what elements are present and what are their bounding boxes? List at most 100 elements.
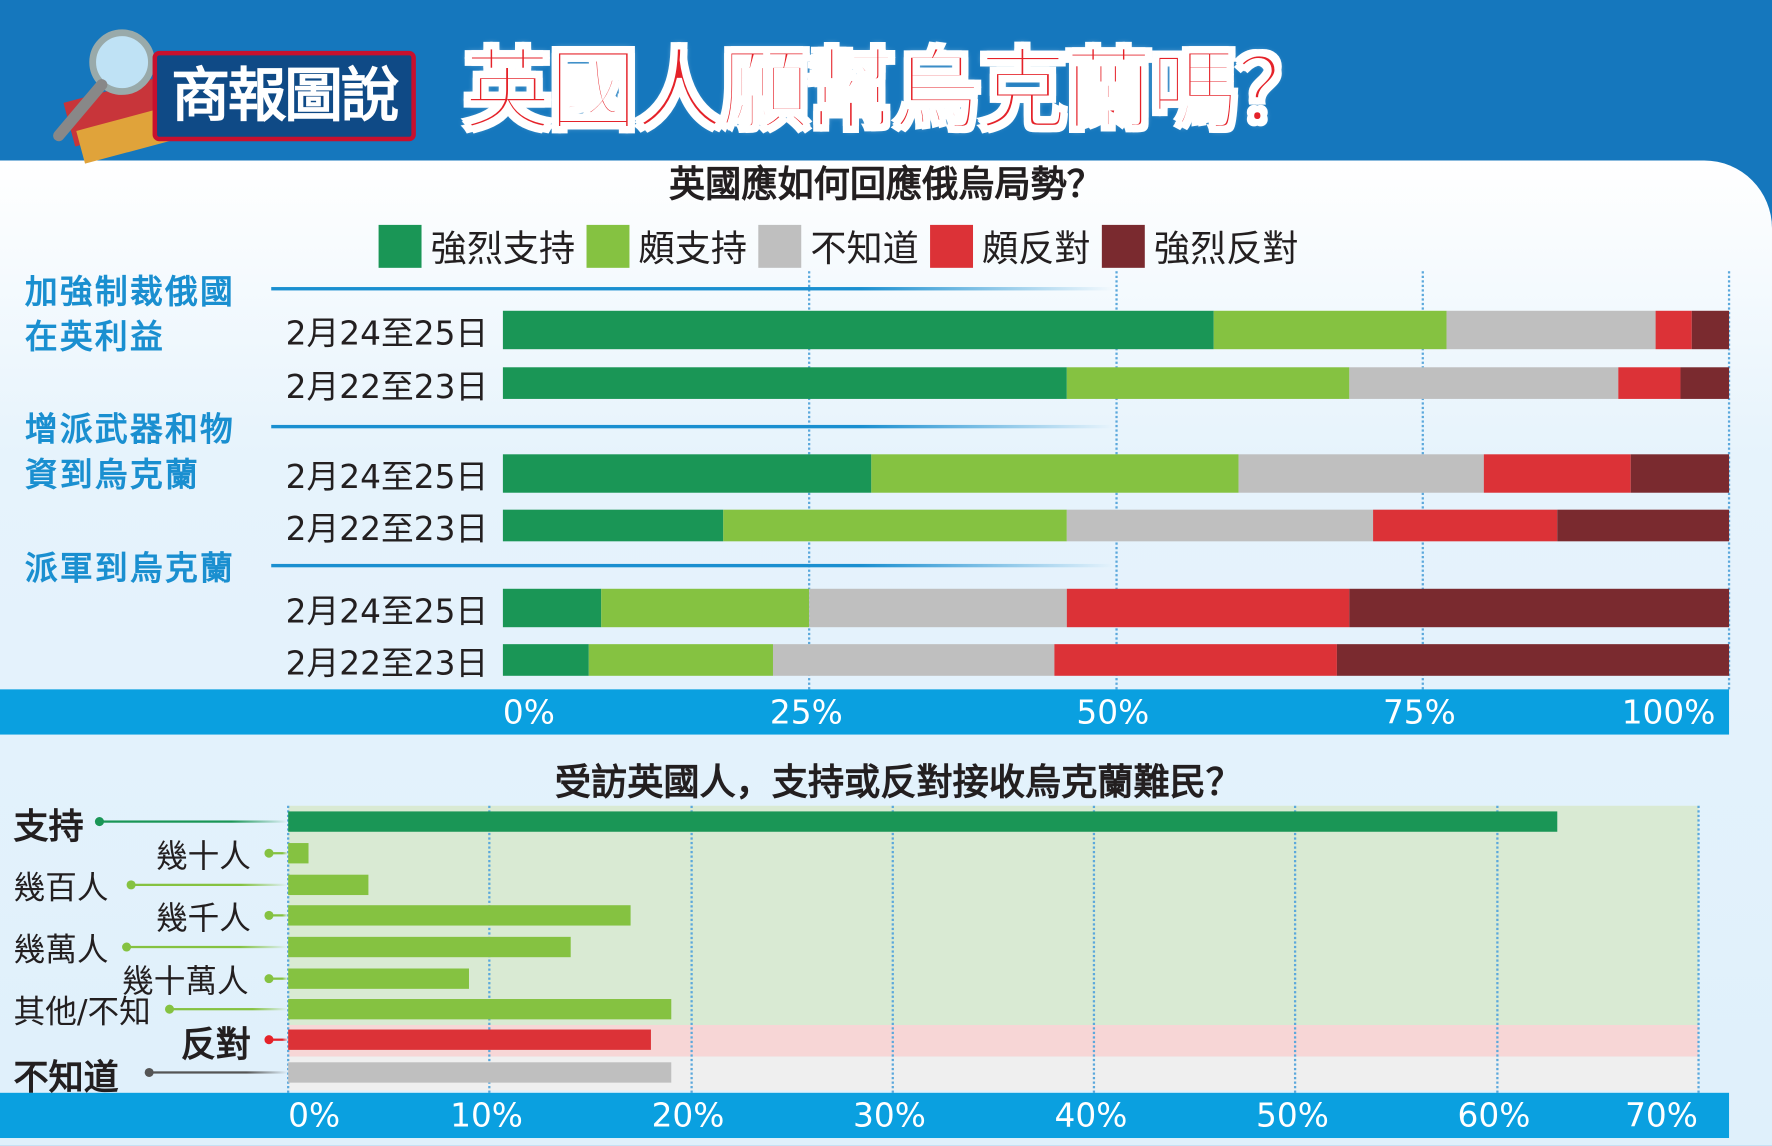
group-label: 派軍到烏克蘭 bbox=[24, 549, 236, 588]
axis-tick-label: 10% bbox=[450, 1096, 523, 1135]
category-label: 不知道 bbox=[13, 1057, 119, 1099]
row-label: 2月24至25日 bbox=[285, 457, 489, 497]
row-label: 2月22至23日 bbox=[285, 509, 489, 549]
bar-segment-強烈支持 bbox=[502, 310, 1215, 350]
bar-segment-不知道 bbox=[1238, 454, 1484, 493]
axis-tick-label: 25% bbox=[769, 692, 843, 732]
bar-segment-強烈支持 bbox=[502, 588, 601, 628]
legend-label: 頗反對 bbox=[982, 227, 1091, 271]
bar-segment-不知道 bbox=[1447, 310, 1656, 350]
axis-tick-label: 0% bbox=[288, 1096, 341, 1135]
bar-segment-強烈反對 bbox=[1679, 367, 1730, 399]
bar-segment-強烈支持 bbox=[502, 509, 724, 542]
bar-segment-不知道 bbox=[1348, 367, 1619, 399]
axis-tick-label: 40% bbox=[1054, 1096, 1128, 1135]
group-divider bbox=[271, 563, 1114, 568]
row-label: 2月24至25日 bbox=[285, 592, 489, 631]
stacked-bar bbox=[502, 509, 1730, 542]
axis-tick-label: 70% bbox=[1625, 1096, 1698, 1135]
bar-segment-頗反對 bbox=[1618, 367, 1680, 399]
axis-tick-label: 75% bbox=[1382, 692, 1456, 732]
gridline bbox=[1697, 805, 1700, 1093]
legend-label: 強烈支持 bbox=[430, 227, 576, 271]
bar bbox=[288, 968, 470, 989]
category-label: 幾十人 bbox=[155, 837, 251, 875]
axis-tick-label: 50% bbox=[1256, 1096, 1329, 1135]
bar bbox=[288, 936, 571, 958]
bar-segment-不知道 bbox=[809, 588, 1067, 628]
axis-tick-label: 20% bbox=[651, 1096, 725, 1135]
gridline bbox=[1294, 805, 1297, 1093]
bar-segment-頗支持 bbox=[1214, 310, 1448, 350]
legend-swatch bbox=[1101, 224, 1145, 268]
connector-dot bbox=[264, 848, 274, 858]
bar-segment-強烈反對 bbox=[1630, 454, 1730, 493]
bar-segment-頗支持 bbox=[723, 509, 1067, 542]
connector-line bbox=[268, 852, 289, 855]
bar bbox=[288, 874, 369, 896]
stacked-bar bbox=[502, 644, 1730, 676]
group-label: 在英利益 bbox=[24, 317, 166, 356]
category-label: 支持 bbox=[13, 806, 84, 848]
bar-segment-強烈反對 bbox=[1348, 588, 1730, 628]
row-label: 2月24至25日 bbox=[285, 314, 489, 353]
bar-segment-頗反對 bbox=[1373, 509, 1558, 542]
legend-swatch bbox=[378, 224, 422, 268]
legend-swatch bbox=[586, 224, 630, 268]
category-label: 反對 bbox=[180, 1025, 251, 1066]
group-label: 加強制裁俄國 bbox=[24, 272, 236, 311]
axis-tick-label: 50% bbox=[1076, 692, 1150, 732]
logo-text: 商報圖說 bbox=[152, 50, 416, 142]
connector-line bbox=[268, 977, 289, 980]
logo: 商報圖說 bbox=[45, 23, 416, 164]
bar bbox=[288, 1029, 651, 1050]
category-label: 幾千人 bbox=[155, 899, 251, 937]
bar-segment-不知道 bbox=[1066, 509, 1374, 542]
main-title: 英國人願幫烏克蘭嗎？ bbox=[462, 40, 1325, 144]
axis-tick-label: 0% bbox=[502, 692, 555, 732]
gridline bbox=[1092, 805, 1096, 1093]
connector-line bbox=[268, 1038, 289, 1041]
bar bbox=[288, 843, 309, 864]
legend: 強烈支持 頗支持 不知道 頗反對 強烈反對 bbox=[378, 220, 1310, 272]
connector-line bbox=[268, 914, 289, 917]
axis-tick-label: 60% bbox=[1457, 1096, 1531, 1135]
bar-segment-頗支持 bbox=[600, 588, 810, 628]
legend-label: 不知道 bbox=[810, 227, 919, 271]
connector-dot bbox=[264, 1035, 274, 1045]
category-label: 幾萬人 bbox=[13, 931, 109, 969]
category-label: 其他/不知 bbox=[13, 993, 151, 1031]
stacked-bar bbox=[502, 310, 1730, 350]
bar-segment-強烈反對 bbox=[1557, 509, 1730, 542]
chart1-title: 英國應如何回應俄烏局勢？ bbox=[669, 162, 1103, 206]
bar bbox=[288, 1062, 671, 1083]
stacked-bar bbox=[502, 454, 1730, 493]
axis-tick-label: 100% bbox=[1621, 692, 1716, 732]
legend-label: 強烈反對 bbox=[1153, 227, 1299, 271]
connector-line bbox=[169, 1008, 289, 1011]
legend-swatch bbox=[930, 224, 974, 268]
bar-segment-頗支持 bbox=[870, 454, 1239, 493]
category-label: 幾百人 bbox=[13, 869, 109, 907]
connector-line bbox=[99, 820, 289, 823]
bar-segment-頗反對 bbox=[1655, 310, 1693, 350]
bar-segment-強烈反對 bbox=[1336, 644, 1730, 676]
bar-segment-強烈支持 bbox=[502, 367, 1067, 399]
bar bbox=[288, 999, 671, 1020]
connector-dot bbox=[264, 910, 274, 920]
chart2-axis-band bbox=[0, 1092, 1730, 1139]
bar bbox=[288, 905, 631, 926]
connector-dot bbox=[264, 974, 274, 984]
category-label: 幾十萬人 bbox=[122, 962, 249, 1001]
group-divider bbox=[271, 424, 1114, 429]
gridline bbox=[891, 805, 894, 1093]
gridline bbox=[689, 805, 693, 1093]
stacked-bar bbox=[502, 588, 1730, 628]
axis-tick-label: 30% bbox=[853, 1096, 926, 1135]
gridline bbox=[1495, 805, 1499, 1093]
group-label: 增派武器和物 bbox=[24, 410, 236, 449]
bar-segment-不知道 bbox=[772, 644, 1055, 676]
stacked-bar bbox=[502, 367, 1730, 399]
legend-label: 頗支持 bbox=[638, 227, 748, 271]
